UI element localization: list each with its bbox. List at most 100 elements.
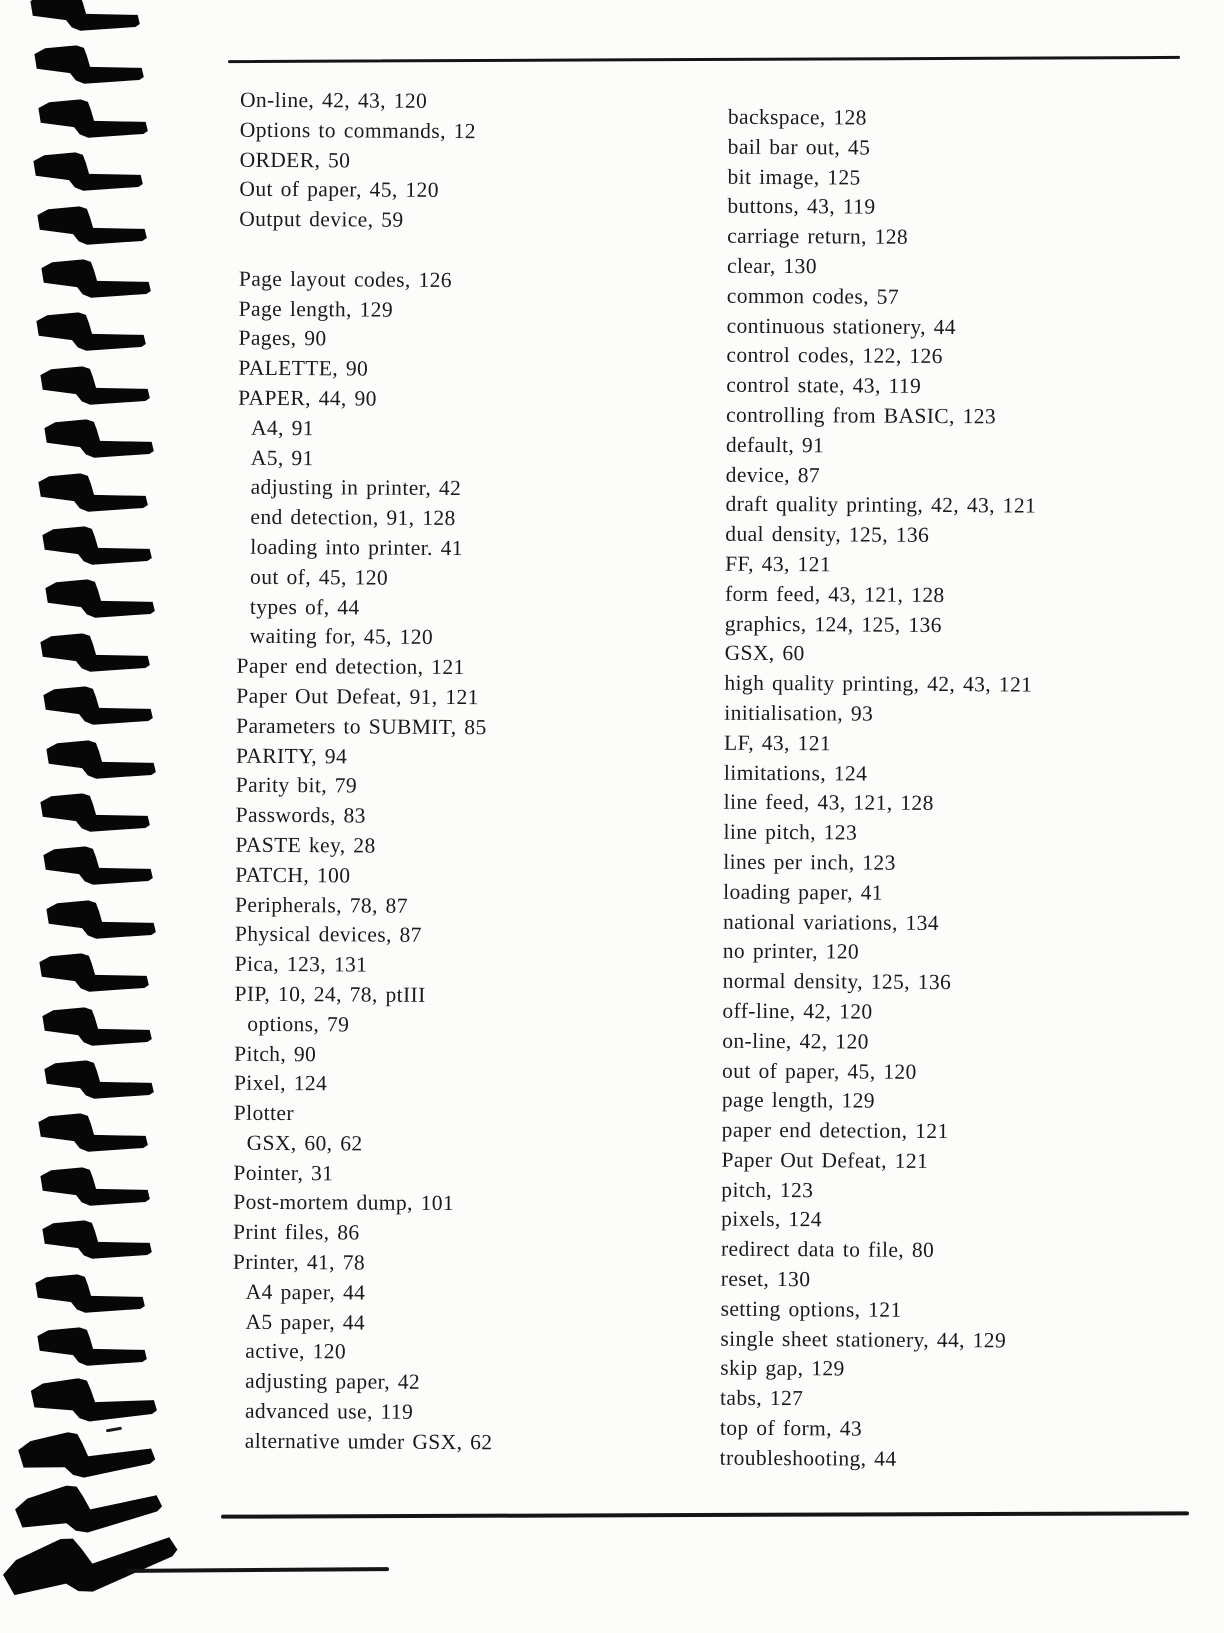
index-entry: on-line, 42, 120 bbox=[722, 1028, 869, 1054]
index-entry: advanced use, 119 bbox=[244, 1398, 414, 1424]
index-entry: pixels, 124 bbox=[721, 1207, 823, 1232]
index-entry: dual density, 125, 136 bbox=[725, 521, 930, 548]
index-entry: high quality printing, 42, 43, 121 bbox=[724, 670, 1033, 697]
scanned-index-page: On-line, 42, 43, 120 Options to commands,… bbox=[0, 0, 1190, 1595]
index-entry: Print files, 86 bbox=[233, 1219, 360, 1245]
index-entry: device, 87 bbox=[725, 462, 821, 487]
index-entry: A4, 91 bbox=[250, 415, 315, 440]
binding-mark bbox=[39, 257, 155, 303]
index-entry: adjusting paper, 42 bbox=[245, 1369, 421, 1395]
index-entry: Paper Out Defeat, 121 bbox=[721, 1147, 929, 1173]
index-entry: Post-mortem dump, 101 bbox=[233, 1190, 455, 1216]
index-entry: Plotter bbox=[233, 1100, 295, 1126]
index-entry: GSX, 60 bbox=[724, 641, 805, 666]
index-entry: initialisation, 93 bbox=[724, 700, 874, 726]
index-entry: out of, 45, 120 bbox=[250, 564, 389, 590]
index-entry: adjusting in printer, 42 bbox=[250, 475, 462, 501]
index-entry: national variations, 134 bbox=[722, 909, 940, 935]
index-entry: common codes, 57 bbox=[726, 283, 900, 309]
index-entry: GSX, 60, 62 bbox=[246, 1130, 363, 1156]
index-entry: tabs, 127 bbox=[720, 1385, 804, 1411]
index-entry: Printer, 41, 78 bbox=[232, 1249, 366, 1275]
index-spacer bbox=[239, 235, 689, 268]
index-entry: continuous stationery, 44 bbox=[726, 313, 957, 339]
binding-mark bbox=[14, 1417, 162, 1493]
index-entry: control codes, 122, 126 bbox=[726, 343, 943, 369]
index-entry: Pitch, 90 bbox=[234, 1041, 317, 1066]
index-entry: PARITY, 94 bbox=[235, 743, 348, 768]
binding-mark bbox=[38, 791, 154, 837]
index-entry: alternative umder GSX, 62 bbox=[244, 1428, 493, 1455]
index-entry: top of form, 43 bbox=[719, 1415, 863, 1441]
binding-mark bbox=[36, 97, 152, 143]
index-entry: troubleshooting, 44 bbox=[719, 1445, 897, 1471]
binding-mark bbox=[28, 0, 144, 36]
binding-marks bbox=[0, 0, 200, 1595]
binding-mark bbox=[31, 150, 147, 196]
index-entry: bit image, 125 bbox=[727, 164, 861, 190]
index-entry: lines per inch, 123 bbox=[723, 849, 896, 875]
index-entry: Pages, 90 bbox=[238, 326, 327, 351]
index-entry: limitations, 124 bbox=[723, 760, 868, 786]
index-entry: line pitch, 123 bbox=[723, 819, 858, 845]
binding-mark bbox=[36, 1111, 152, 1157]
binding-mark bbox=[35, 203, 151, 249]
binding-mark bbox=[44, 737, 160, 783]
index-entry: PALETTE, 90 bbox=[238, 355, 369, 381]
index-entry: options, 79 bbox=[247, 1011, 350, 1037]
index-entry: Peripherals, 78, 87 bbox=[235, 892, 408, 918]
index-entry: Pica, 123, 131 bbox=[234, 951, 368, 977]
binding-mark bbox=[32, 43, 148, 89]
index-entry: controlling from BASIC, 123 bbox=[726, 402, 997, 429]
index-entry: Output device, 59 bbox=[239, 206, 404, 232]
index-entry: reset, 130 bbox=[720, 1266, 811, 1292]
index-entry: Options to commands, 12 bbox=[239, 117, 477, 143]
index-entry: Physical devices, 87 bbox=[234, 922, 422, 948]
index-entry: form feed, 43, 121, 128 bbox=[724, 581, 945, 607]
index-entry: Pixel, 124 bbox=[233, 1071, 328, 1096]
index-entry: graphics, 124, 125, 136 bbox=[724, 611, 942, 637]
index-entry: out of paper, 45, 120 bbox=[722, 1058, 917, 1084]
binding-mark bbox=[28, 1372, 163, 1432]
index-entry: page length, 129 bbox=[721, 1087, 876, 1113]
index-entry: setting options, 121 bbox=[720, 1296, 902, 1322]
index-column-left: On-line, 42, 43, 120 Options to commands,… bbox=[232, 86, 690, 1459]
index-entry: draft quality printing, 42, 43, 121 bbox=[725, 492, 1037, 518]
index-entry: A5 paper, 44 bbox=[245, 1309, 366, 1335]
index-entry: no printer, 120 bbox=[722, 939, 860, 964]
index-entry: buttons, 43, 119 bbox=[727, 194, 876, 220]
index-entry: backspace, 128 bbox=[727, 104, 867, 130]
binding-mark bbox=[37, 951, 153, 997]
binding-mark bbox=[40, 1218, 156, 1264]
binding-mark bbox=[44, 898, 160, 944]
index-entry: control state, 43, 119 bbox=[726, 372, 922, 399]
index-entry: FF, 43, 121 bbox=[725, 551, 832, 577]
index-entry: single sheet stationery, 44, 129 bbox=[720, 1326, 1007, 1353]
index-entry: off-line, 42, 120 bbox=[722, 998, 873, 1024]
binding-mark bbox=[40, 524, 156, 570]
index-entry: Page layout codes, 126 bbox=[238, 266, 453, 292]
index-entry: clear, 130 bbox=[726, 253, 817, 279]
index-entry: Parity bit, 79 bbox=[235, 773, 358, 798]
index-entry: active, 120 bbox=[245, 1339, 347, 1364]
index-entry: end detection, 91, 128 bbox=[250, 504, 456, 531]
index-entry: PATCH, 100 bbox=[235, 862, 351, 888]
index-entry: Paper Out Defeat, 91, 121 bbox=[236, 683, 479, 710]
index-entry: PASTE key, 28 bbox=[235, 832, 376, 858]
index-entry: redirect data to file, 80 bbox=[720, 1236, 935, 1263]
index-entry: Page length, 129 bbox=[238, 296, 394, 322]
index-entry: skip gap, 129 bbox=[720, 1356, 845, 1381]
index-entry: Pointer, 31 bbox=[233, 1160, 334, 1186]
index-entry: loading paper, 41 bbox=[723, 879, 884, 905]
binding-mark bbox=[38, 364, 154, 410]
binding-mark bbox=[41, 684, 157, 730]
index-entry: pitch, 123 bbox=[721, 1177, 814, 1202]
binding-mark bbox=[42, 417, 158, 463]
index-entry: PAPER, 44, 90 bbox=[238, 385, 377, 411]
index-entry: waiting for, 45, 120 bbox=[249, 624, 434, 650]
binding-mark bbox=[33, 1271, 149, 1317]
index-entry: On-line, 42, 43, 120 bbox=[239, 87, 428, 113]
binding-mark bbox=[36, 470, 152, 516]
index-entry: A4 paper, 44 bbox=[245, 1279, 366, 1305]
index-entry: normal density, 125, 136 bbox=[722, 968, 952, 995]
